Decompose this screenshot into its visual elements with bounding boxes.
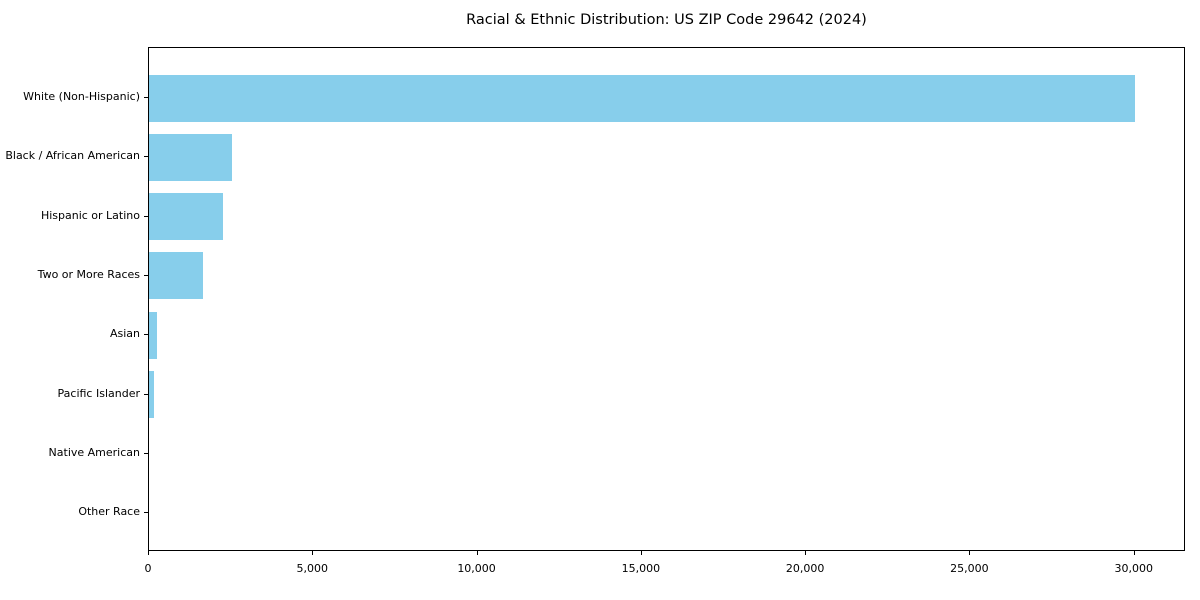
y-tick-label: Other Race — [78, 505, 140, 519]
x-tick-label: 25,000 — [950, 562, 989, 575]
x-axis-tick — [312, 551, 314, 555]
x-axis-tick — [1133, 551, 1135, 555]
x-tick-label: 0 — [144, 562, 152, 575]
x-tick-label: 10,000 — [457, 562, 496, 575]
bar — [149, 193, 224, 241]
y-tick-label: Native American — [48, 445, 140, 459]
y-tick-label: Black / African American — [5, 149, 140, 163]
y-axis-tick — [144, 274, 148, 276]
x-axis-tick — [969, 551, 971, 555]
y-tick-label: Asian — [109, 327, 140, 341]
y-tick-label: White (Non-Hispanic) — [23, 90, 140, 103]
bar — [149, 311, 157, 359]
plot-area — [148, 47, 1185, 551]
y-axis-tick — [144, 97, 148, 98]
x-tick-label: 30,000 — [1114, 562, 1153, 575]
bar — [149, 74, 1135, 122]
y-tick-label: Pacific Islander — [57, 386, 140, 400]
y-axis-tick — [144, 452, 148, 454]
x-axis-tick — [805, 551, 807, 555]
chart-title: Racial & Ethnic Distribution: US ZIP Cod… — [466, 12, 867, 28]
y-axis-tick — [144, 334, 148, 336]
bar — [149, 371, 154, 418]
x-tick-label: 15,000 — [621, 562, 661, 575]
bar — [149, 133, 233, 181]
y-tick-label: Hispanic or Latino — [40, 208, 140, 222]
x-tick-label: 20,000 — [785, 562, 825, 575]
y-tick-label: Two or More Races — [37, 267, 140, 281]
y-axis-tick — [144, 512, 148, 514]
y-axis-tick — [144, 215, 148, 217]
x-tick-label: 5,000 — [296, 562, 329, 575]
x-axis-tick — [640, 551, 642, 555]
y-axis-tick — [144, 393, 148, 395]
bar — [149, 252, 203, 300]
x-axis-tick — [148, 551, 149, 555]
x-axis-tick — [476, 551, 478, 555]
y-axis-tick — [144, 156, 148, 158]
